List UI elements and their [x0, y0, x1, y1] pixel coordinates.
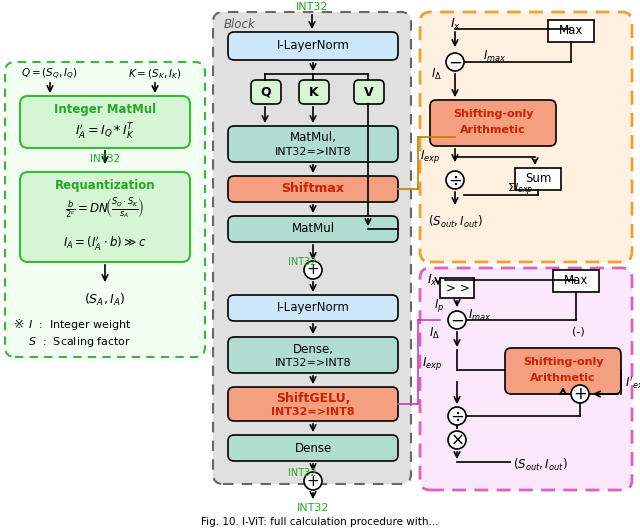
FancyBboxPatch shape — [505, 348, 621, 394]
Text: Q: Q — [260, 86, 271, 98]
Text: $\frac{b}{2^c}= DN\!\left(\frac{S_Q \cdot S_K}{s_A}\right)$: $\frac{b}{2^c}= DN\!\left(\frac{S_Q \cdo… — [65, 197, 145, 221]
FancyBboxPatch shape — [228, 435, 398, 461]
Circle shape — [446, 53, 464, 71]
Text: INT32: INT32 — [288, 468, 317, 478]
Text: Requantization: Requantization — [54, 179, 156, 192]
Text: I-LayerNorm: I-LayerNorm — [276, 39, 349, 53]
Text: INT32: INT32 — [288, 257, 317, 267]
Text: $I_A = (I_{A}' \cdot b) \gg c$: $I_A = (I_{A}' \cdot b) \gg c$ — [63, 234, 147, 252]
Bar — [548, 20, 594, 42]
Text: Arithmetic: Arithmetic — [460, 125, 526, 135]
Text: +: + — [307, 262, 319, 278]
Text: INT32: INT32 — [90, 154, 120, 164]
Text: $>>$: $>>$ — [444, 281, 470, 295]
Text: Dense: Dense — [294, 442, 332, 454]
Text: Sum: Sum — [525, 172, 551, 186]
FancyBboxPatch shape — [228, 216, 398, 242]
Text: Fig. 10. I-ViT: full calculation procedure with...: Fig. 10. I-ViT: full calculation procedu… — [201, 517, 439, 527]
Text: Arithmetic: Arithmetic — [530, 373, 596, 383]
Text: $I_x$: $I_x$ — [449, 16, 460, 31]
FancyBboxPatch shape — [20, 172, 190, 262]
Circle shape — [304, 261, 322, 279]
Text: $\div$: $\div$ — [450, 407, 464, 425]
Text: V: V — [364, 86, 374, 98]
Text: Shiftmax: Shiftmax — [282, 182, 344, 195]
Text: I-LayerNorm: I-LayerNorm — [276, 302, 349, 314]
Text: INT32=>INT8: INT32=>INT8 — [275, 358, 351, 368]
Text: Max: Max — [564, 275, 588, 287]
Text: $I$  :  Integer weight: $I$ : Integer weight — [28, 318, 132, 332]
FancyBboxPatch shape — [420, 12, 632, 262]
Text: $-$: $-$ — [450, 311, 464, 329]
Text: $I_{max}$: $I_{max}$ — [468, 307, 492, 322]
FancyBboxPatch shape — [354, 80, 384, 104]
FancyBboxPatch shape — [228, 295, 398, 321]
FancyBboxPatch shape — [213, 12, 411, 484]
Text: MatMul,: MatMul, — [289, 131, 337, 145]
Text: $\times$: $\times$ — [450, 431, 464, 449]
FancyBboxPatch shape — [228, 337, 398, 373]
Circle shape — [448, 311, 466, 329]
Text: Integer MatMul: Integer MatMul — [54, 103, 156, 115]
Text: Dense,: Dense, — [292, 343, 333, 355]
Text: $-$: $-$ — [448, 53, 462, 71]
Text: INT32: INT32 — [297, 503, 329, 513]
Text: $\Sigma I_{exp}$: $\Sigma I_{exp}$ — [507, 182, 533, 198]
Text: $I_{max}$: $I_{max}$ — [483, 48, 507, 63]
Text: $K=(S_K,I_K)$: $K=(S_K,I_K)$ — [128, 67, 182, 81]
Text: (-): (-) — [572, 327, 584, 337]
Bar — [440, 278, 474, 298]
Text: $I_\Delta$: $I_\Delta$ — [431, 66, 442, 81]
Bar — [553, 270, 599, 292]
Circle shape — [448, 407, 466, 425]
Text: +: + — [307, 473, 319, 488]
Circle shape — [304, 472, 322, 490]
Text: INT32=>INT8: INT32=>INT8 — [275, 147, 351, 157]
Circle shape — [448, 431, 466, 449]
Text: $I_{A}' = I_Q * I_K^T$: $I_{A}' = I_Q * I_K^T$ — [75, 122, 135, 142]
Bar — [515, 168, 561, 190]
Text: Shifting-only: Shifting-only — [452, 109, 533, 119]
Text: $I_x$: $I_x$ — [427, 272, 438, 288]
Text: $(S_{out}, I_{out})$: $(S_{out}, I_{out})$ — [513, 457, 568, 473]
Text: ShiftGELU,: ShiftGELU, — [276, 393, 350, 405]
Text: INT32=>INT8: INT32=>INT8 — [271, 407, 355, 417]
Text: ※: ※ — [14, 319, 24, 331]
Text: $(S_{out}, I_{out})$: $(S_{out}, I_{out})$ — [428, 214, 483, 230]
Text: Max: Max — [559, 24, 583, 37]
FancyBboxPatch shape — [5, 62, 205, 357]
FancyBboxPatch shape — [251, 80, 281, 104]
Text: $S$  :  Scaling factor: $S$ : Scaling factor — [28, 335, 131, 349]
Text: $I'_{exp}$: $I'_{exp}$ — [625, 375, 640, 393]
FancyBboxPatch shape — [430, 100, 556, 146]
Text: $+$: $+$ — [573, 385, 587, 403]
FancyBboxPatch shape — [20, 96, 190, 148]
FancyBboxPatch shape — [420, 268, 632, 490]
Text: $I_\Delta$: $I_\Delta$ — [429, 326, 440, 340]
FancyBboxPatch shape — [228, 126, 398, 162]
Text: $\div$: $\div$ — [448, 171, 462, 189]
Text: Shifting-only: Shifting-only — [523, 357, 604, 367]
Circle shape — [446, 171, 464, 189]
FancyBboxPatch shape — [299, 80, 329, 104]
Text: INT32: INT32 — [296, 2, 328, 12]
Text: $(S_A, I_A)$: $(S_A, I_A)$ — [84, 292, 125, 308]
FancyBboxPatch shape — [228, 32, 398, 60]
Text: $I_{exp}$: $I_{exp}$ — [420, 148, 440, 165]
Text: Block: Block — [224, 18, 256, 30]
Text: $Q=(S_Q,I_Q)$: $Q=(S_Q,I_Q)$ — [22, 66, 79, 81]
Text: $I_{exp}$: $I_{exp}$ — [422, 354, 442, 371]
Text: K: K — [309, 86, 319, 98]
Text: $I_p$: $I_p$ — [434, 296, 444, 313]
Text: MatMul: MatMul — [291, 222, 335, 236]
Circle shape — [571, 385, 589, 403]
FancyBboxPatch shape — [228, 176, 398, 202]
FancyBboxPatch shape — [228, 387, 398, 421]
